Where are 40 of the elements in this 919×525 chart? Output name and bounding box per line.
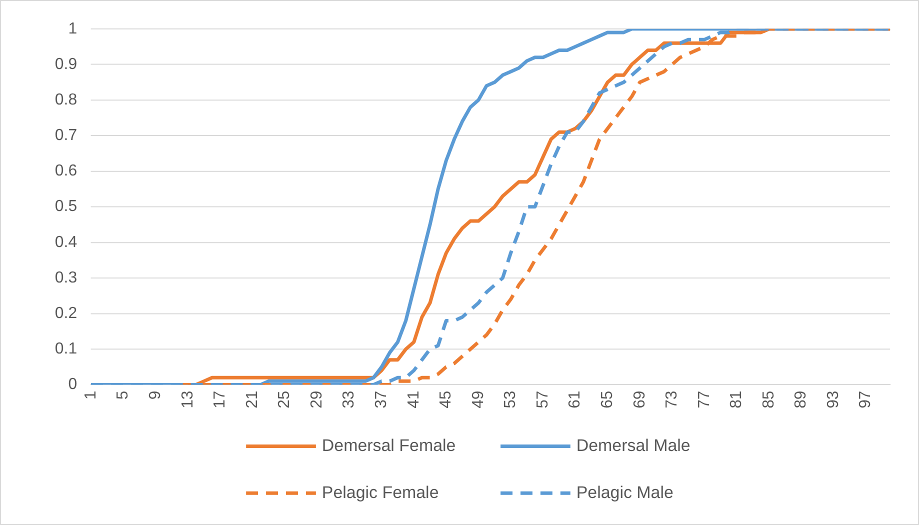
- legend-label: Demersal Male: [576, 436, 690, 455]
- y-tick-label: 0.9: [54, 56, 78, 73]
- y-tick-label: 0.5: [54, 198, 78, 216]
- x-tick-label: 9: [147, 390, 164, 400]
- x-tick-label: 17: [212, 390, 229, 408]
- x-tick-label: 57: [534, 390, 552, 408]
- x-tick-label: 5: [114, 390, 132, 400]
- x-tick-label: 33: [340, 390, 358, 408]
- y-tick-label: 0.6: [54, 162, 78, 180]
- y-tick-label: 0.7: [54, 127, 78, 144]
- x-tick-label: 25: [276, 390, 294, 408]
- x-tick-label: 69: [631, 390, 648, 408]
- y-tick-label: 0.8: [54, 91, 78, 108]
- x-tick-label: 53: [502, 390, 520, 408]
- x-tick-label: 89: [792, 390, 810, 408]
- x-tick-label: 85: [760, 390, 778, 408]
- y-tick-label: 0.3: [54, 269, 78, 286]
- legend-label: Pelagic Male: [576, 482, 674, 502]
- y-tick-label: 0.4: [54, 234, 78, 251]
- x-tick-label: 97: [857, 390, 874, 408]
- x-tick-label: 37: [372, 390, 390, 408]
- x-tick-label: 73: [664, 390, 681, 408]
- x-tick-label: 81: [728, 390, 746, 408]
- y-tick-label: 0.1: [54, 340, 78, 358]
- x-tick-label: 45: [438, 390, 455, 408]
- legend-label: Demersal Female: [322, 436, 456, 455]
- x-tick-label: 61: [566, 390, 584, 408]
- x-tick-label: 49: [470, 390, 487, 408]
- y-tick-label: 1: [68, 20, 78, 38]
- y-tick-label: 0: [68, 376, 78, 394]
- x-tick-label: 13: [179, 390, 196, 408]
- x-tick-label: 93: [824, 390, 842, 408]
- x-tick-label: 29: [308, 390, 326, 408]
- legend-label: Pelagic Female: [322, 482, 439, 502]
- x-tick-label: 1: [82, 390, 100, 400]
- x-tick-label: 21: [244, 390, 261, 408]
- y-tick-label: 0.2: [54, 304, 78, 322]
- x-tick-label: 77: [696, 390, 713, 408]
- x-tick-label: 41: [405, 390, 422, 408]
- x-tick-label: 65: [598, 390, 616, 408]
